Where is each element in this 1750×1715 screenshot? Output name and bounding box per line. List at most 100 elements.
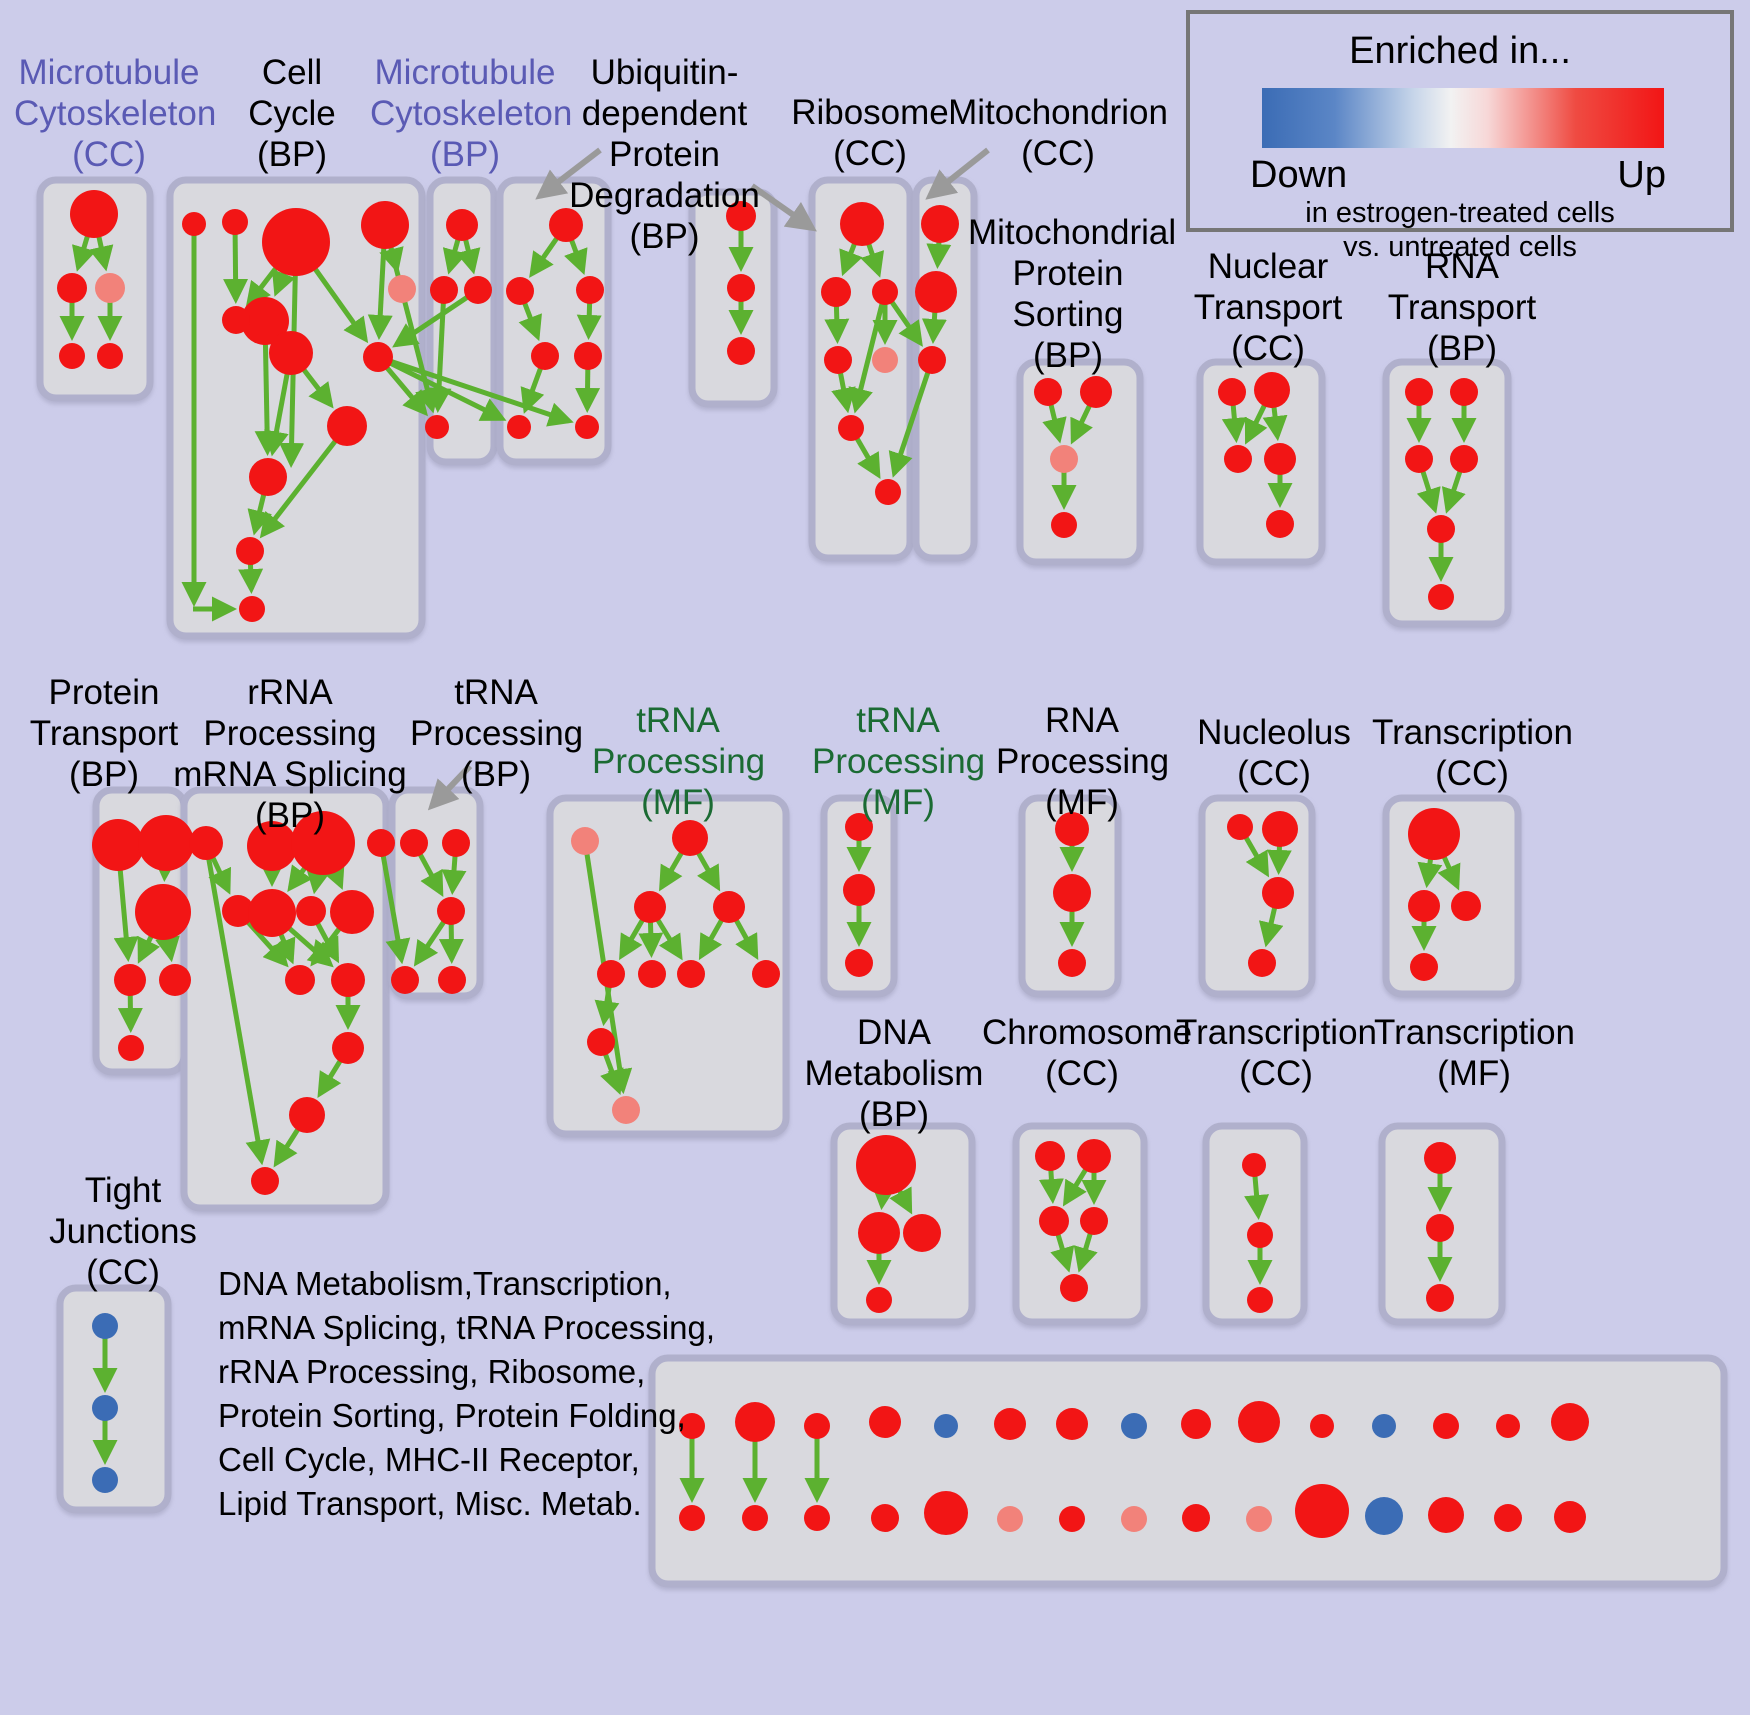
gene-node: [92, 819, 144, 871]
gene-node: [1050, 445, 1078, 473]
gene-node: [361, 201, 409, 249]
gene-node: [679, 1413, 705, 1439]
group-label: Nucleolus (CC): [1197, 713, 1351, 793]
gene-node: [95, 273, 125, 303]
edge: [1038, 1169, 1064, 1205]
gene-node: [425, 415, 449, 439]
gene-node: [430, 276, 458, 304]
gene-node: [97, 343, 123, 369]
gene-node: [1310, 1414, 1334, 1438]
edge: [310, 927, 342, 967]
gene-node: [92, 1467, 118, 1493]
edge: [871, 1183, 897, 1211]
gene-node: [222, 209, 248, 235]
edge: [889, 300, 923, 347]
gene-node: [239, 596, 265, 622]
edge: [456, 238, 481, 275]
group-label: Transcription (MF): [1374, 1013, 1575, 1093]
gene-node: [840, 202, 884, 246]
edge: [1437, 855, 1461, 891]
gene-node: [634, 891, 666, 923]
label-pointer-arrow-icon: [535, 147, 602, 200]
gene-node: [506, 277, 534, 305]
gene-node: [1264, 443, 1296, 475]
gene-node: [1248, 949, 1276, 977]
edge: [1062, 1168, 1088, 1207]
edge: [426, 302, 452, 414]
gene-node: [1295, 1484, 1349, 1538]
edge: [273, 1128, 300, 1168]
gene-node: [330, 890, 374, 934]
gene-node: [248, 889, 296, 937]
gene-node: [1408, 890, 1440, 922]
gene-node: [918, 346, 946, 374]
label-pointer-arrow-icon: [925, 147, 990, 200]
edge: [301, 368, 334, 409]
gene-node: [1551, 1403, 1589, 1441]
edge: [385, 366, 428, 417]
gene-node: [1039, 1206, 1069, 1236]
gene-node: [1058, 949, 1086, 977]
legend-up-label: Up: [1617, 154, 1666, 196]
gene-node: [875, 479, 901, 505]
edge: [619, 918, 645, 961]
edge: [860, 243, 885, 278]
gene-node: [291, 811, 355, 875]
gene-node: [57, 273, 87, 303]
gene-node: [1426, 1284, 1454, 1312]
gene-node: [367, 829, 395, 857]
edge: [313, 267, 369, 344]
gene-node: [327, 406, 367, 446]
group-label: Microtubule Cytoskeleton (BP): [370, 53, 573, 174]
gene-node: [182, 212, 206, 236]
edge: [1441, 470, 1466, 514]
gene-node: [1405, 378, 1433, 406]
gene-node: [1053, 874, 1091, 912]
gene-node: [247, 821, 297, 871]
gene-node: [507, 415, 531, 439]
edge: [287, 864, 313, 892]
edge: [926, 241, 952, 270]
edge: [317, 1059, 343, 1098]
gene-node: [1408, 808, 1460, 860]
gene-node: [1121, 1506, 1147, 1532]
group-box-rrna-mrna-splicing-bp: [180, 786, 390, 1212]
gene-node: [858, 1212, 900, 1254]
gene-node: [638, 960, 666, 988]
gene-node: [804, 1413, 830, 1439]
edge: [206, 858, 271, 1166]
gene-node: [1494, 1504, 1522, 1532]
edge: [848, 303, 885, 414]
gene-node: [726, 201, 756, 231]
gene-node: [1433, 1413, 1459, 1439]
gene-node: [251, 1167, 279, 1195]
group-box-ribosome-cc: [808, 176, 914, 562]
group-box-chromosome-cc: [1012, 1122, 1148, 1326]
gene-node: [1262, 877, 1294, 909]
edge: [600, 1053, 624, 1095]
group-label: Cell Cycle (BP): [248, 53, 336, 174]
gene-node: [388, 275, 416, 303]
gene-node: [189, 826, 223, 860]
edge: [208, 856, 232, 895]
gene-node: [391, 966, 419, 994]
gene-node: [1242, 1153, 1266, 1177]
edge: [1266, 845, 1292, 876]
group-label: tRNA Processing (BP): [410, 673, 584, 794]
gene-node: [872, 279, 898, 305]
label-pointer-arrow-icon: [427, 763, 473, 811]
gene-node: [1410, 953, 1438, 981]
gene-node: [1554, 1501, 1586, 1533]
edge: [576, 302, 602, 341]
edge: [155, 935, 180, 963]
gene-node: [438, 966, 466, 994]
edge: [1070, 404, 1093, 445]
gene-node: [843, 874, 875, 906]
gene-node: [752, 960, 780, 988]
group-label: Tight Junctions (CC): [49, 1171, 197, 1292]
gene-node: [1247, 1287, 1273, 1313]
gene-node: [92, 1313, 118, 1339]
gene-node: [1266, 510, 1294, 538]
group-label: Ubiquitin- dependent Protein Degradation…: [569, 53, 760, 256]
gene-node: [332, 1032, 364, 1064]
